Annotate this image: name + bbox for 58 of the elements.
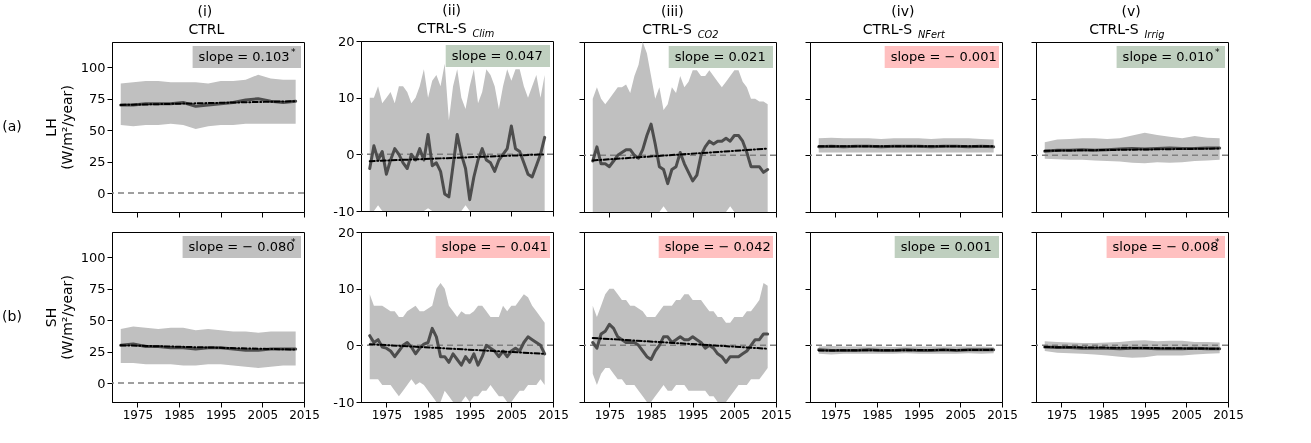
x-tick-label: 2015 bbox=[538, 407, 569, 422]
y-tick-label: 20 bbox=[337, 33, 355, 49]
y-tick-label: 10 bbox=[337, 90, 355, 106]
y-tick-label: 50 bbox=[88, 312, 106, 328]
annotation: slope = 0.047 bbox=[451, 48, 543, 63]
x-tick-label: 1985 bbox=[636, 407, 667, 422]
y-tick-label: 10 bbox=[337, 281, 355, 297]
y-tick-label: 75 bbox=[88, 281, 106, 297]
x-tick-label: 2015 bbox=[1213, 407, 1244, 422]
annotation: slope = 0.103* bbox=[198, 46, 296, 64]
x-tick-label: 1995 bbox=[677, 407, 709, 422]
x-tick-label: 1985 bbox=[413, 407, 444, 422]
x-tick-label: 1985 bbox=[1088, 407, 1119, 422]
x-tick-label: 2005 bbox=[945, 407, 977, 422]
x-tick-label: 1975 bbox=[820, 407, 852, 422]
x-tick-label: 2005 bbox=[496, 407, 528, 422]
annotation: slope = 0.001 bbox=[900, 239, 992, 254]
y-axis-title: SH (W/m²/year) bbox=[42, 275, 75, 360]
x-tick-label: 1985 bbox=[164, 407, 195, 422]
y-tick-label: 75 bbox=[88, 91, 106, 107]
y-tick-label: 0 bbox=[97, 375, 106, 391]
y-tick-label: 0 bbox=[97, 185, 106, 201]
y-tick-label: 100 bbox=[80, 249, 106, 265]
annotation: slope = 0.021 bbox=[674, 49, 766, 64]
y-tick-label: 100 bbox=[80, 59, 106, 75]
annotation: slope = − 0.008* bbox=[1112, 236, 1220, 254]
x-tick-label: 1975 bbox=[594, 407, 626, 422]
y-tick-label: 20 bbox=[337, 224, 355, 240]
annotation: slope = − 0.080* bbox=[188, 236, 296, 254]
x-tick-label: 1975 bbox=[371, 407, 403, 422]
y-tick-label: 50 bbox=[88, 122, 106, 138]
y-axis-title: LH (W/m²/year) bbox=[42, 85, 75, 170]
x-tick-label: 2015 bbox=[987, 407, 1018, 422]
y-tick-label: 0 bbox=[346, 337, 355, 353]
x-tick-label: 2005 bbox=[719, 407, 751, 422]
x-tick-label: 1975 bbox=[1046, 407, 1078, 422]
text: (b) bbox=[2, 308, 22, 324]
x-tick-label: 1995 bbox=[903, 407, 935, 422]
x-tick-label: 2015 bbox=[761, 407, 792, 422]
x-tick-label: 1985 bbox=[862, 407, 893, 422]
x-tick-label: 2005 bbox=[1171, 407, 1203, 422]
x-tick-label: 1995 bbox=[1129, 407, 1161, 422]
y-tick-label: 0 bbox=[346, 146, 355, 162]
y-tick-label: -10 bbox=[333, 394, 355, 410]
text: (a) bbox=[2, 118, 22, 134]
x-tick-label: 1975 bbox=[122, 407, 154, 422]
x-tick-label: 2015 bbox=[289, 407, 320, 422]
annotation: slope = − 0.042 bbox=[664, 239, 771, 254]
annotation: slope = − 0.041 bbox=[441, 239, 548, 254]
x-tick-label: 1995 bbox=[205, 407, 237, 422]
x-tick-label: 2005 bbox=[247, 407, 279, 422]
y-tick-label: 25 bbox=[88, 344, 106, 360]
y-tick-label: 25 bbox=[88, 154, 106, 170]
annotation: slope = 0.010* bbox=[1122, 46, 1220, 64]
chart-title: (i) CTRL bbox=[188, 3, 225, 37]
annotation: slope = − 0.001 bbox=[890, 49, 997, 64]
x-tick-label: 1995 bbox=[454, 407, 486, 422]
y-tick-label: -10 bbox=[333, 203, 355, 219]
